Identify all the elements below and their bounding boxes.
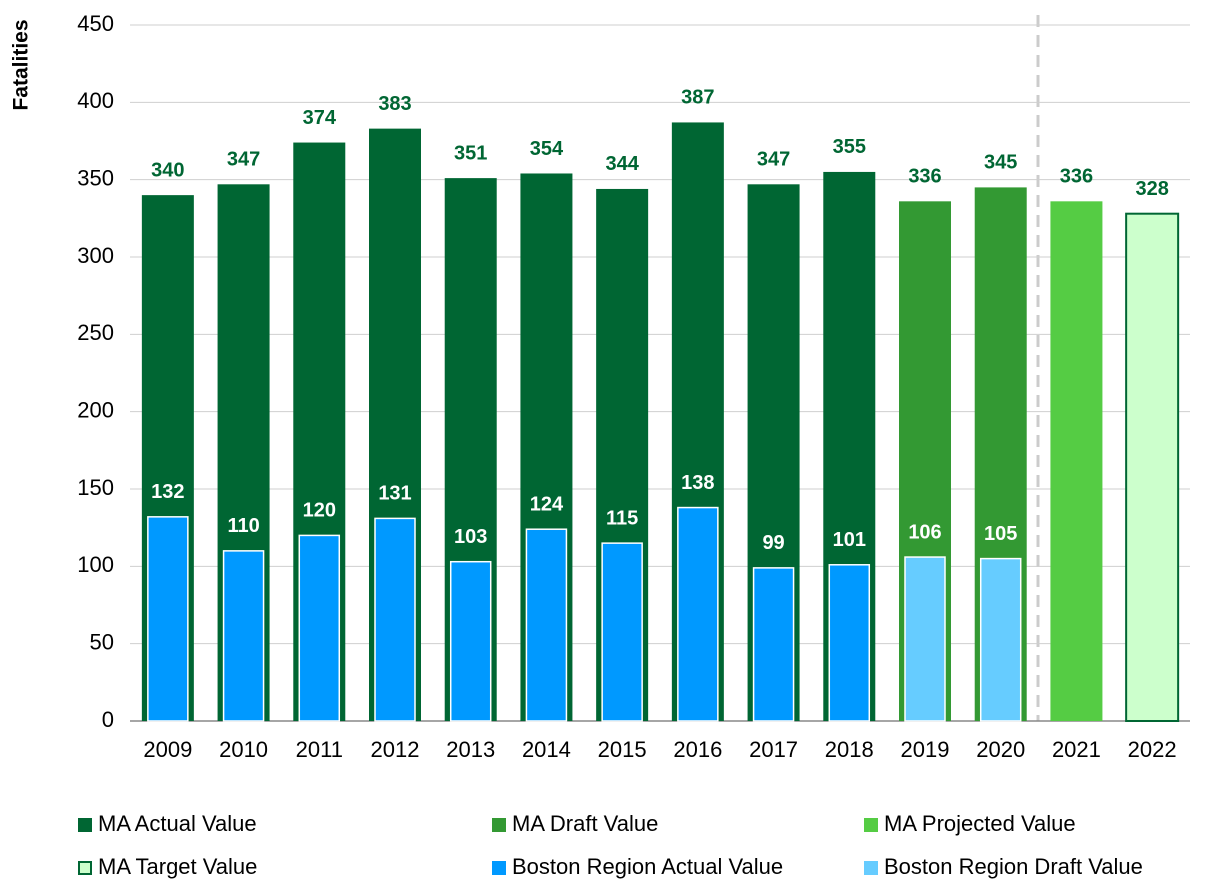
data-label: 336 [1060,166,1093,188]
legend-swatch [492,818,506,832]
bar [374,517,416,722]
legend-label: Boston Region Actual Value [512,854,783,879]
data-label: 347 [757,149,790,171]
y-tick-label: 100 [77,552,114,577]
x-tick-label: 2014 [522,737,571,762]
y-tick-label: 300 [77,243,114,268]
legend-swatch [864,818,878,832]
x-tick-label: 2018 [825,737,874,762]
x-tick-label: 2020 [976,737,1025,762]
bar [1050,201,1103,721]
data-label: 103 [454,526,487,548]
bar [979,557,1022,722]
y-tick-label: 200 [77,397,114,422]
data-label: 374 [303,107,337,129]
bar [298,534,341,722]
x-tick-label: 2019 [901,737,950,762]
data-label: 106 [908,521,941,543]
legend-label: MA Draft Value [512,811,658,836]
bar [525,528,568,722]
x-tick-label: 2016 [673,737,722,762]
data-label: 387 [681,87,714,109]
x-tick-label: 2017 [749,737,798,762]
data-label: 131 [378,483,411,505]
data-label: 336 [908,166,941,188]
data-label: 101 [833,529,866,551]
bar [752,567,795,722]
y-tick-label: 350 [77,165,114,190]
x-tick-label: 2022 [1128,737,1177,762]
data-label: 132 [151,481,184,503]
data-label: 328 [1135,178,1168,200]
data-label: 340 [151,159,184,181]
bar [222,550,265,722]
y-tick-label: 450 [77,11,114,36]
x-tick-label: 2013 [446,737,495,762]
y-tick-label: 50 [90,629,114,654]
legend-label: MA Target Value [98,854,257,879]
bar [1125,212,1180,722]
bar [904,556,946,722]
legend-label: MA Actual Value [98,811,257,836]
legend-label: Boston Region Draft Value [884,854,1143,879]
data-label: 110 [227,515,259,537]
y-tick-label: 0 [102,707,114,732]
data-label: 344 [605,153,639,175]
legend-swatch [78,861,92,875]
data-label: 138 [681,472,714,494]
data-label: 354 [530,138,564,160]
y-axis-title: Fatalities [10,19,33,110]
data-label: 124 [530,493,564,515]
data-label: 383 [378,93,411,115]
bar [449,560,492,722]
x-tick-label: 2010 [219,737,268,762]
data-label: 115 [606,507,638,529]
bar [677,506,719,722]
x-tick-label: 2011 [296,737,343,762]
data-label: 345 [984,152,1017,174]
y-tick-label: 400 [77,88,114,113]
data-label: 120 [303,500,336,522]
data-label: 347 [227,149,260,171]
data-label: 355 [833,136,866,158]
legend-swatch [78,818,92,832]
x-tick-label: 2021 [1052,737,1101,762]
data-label: 351 [454,142,487,164]
bar [147,516,189,722]
data-label: 105 [984,523,1017,545]
y-tick-label: 150 [77,475,114,500]
legend-label: MA Projected Value [884,811,1076,836]
y-tick-label: 250 [77,320,114,345]
data-label: 99 [762,532,784,554]
legend-swatch [492,861,506,875]
bar [601,542,643,722]
x-tick-label: 2012 [371,737,420,762]
x-tick-label: 2015 [598,737,647,762]
x-tick-label: 2009 [143,737,192,762]
legend-swatch [864,861,878,875]
bar [828,564,871,722]
